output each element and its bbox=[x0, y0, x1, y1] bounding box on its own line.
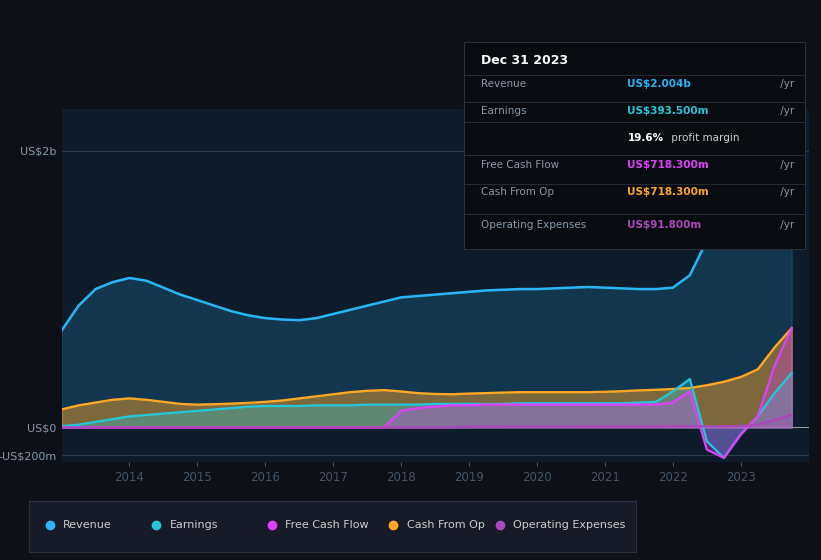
Text: Dec 31 2023: Dec 31 2023 bbox=[481, 54, 568, 67]
Text: US$718.300m: US$718.300m bbox=[627, 160, 709, 170]
Text: /yr: /yr bbox=[777, 220, 795, 230]
Text: /yr: /yr bbox=[777, 106, 795, 116]
Text: 19.6%: 19.6% bbox=[627, 133, 663, 143]
Text: /yr: /yr bbox=[777, 187, 795, 197]
Text: US$718.300m: US$718.300m bbox=[627, 187, 709, 197]
Text: Free Cash Flow: Free Cash Flow bbox=[481, 160, 559, 170]
Text: profit margin: profit margin bbox=[668, 133, 740, 143]
Text: /yr: /yr bbox=[777, 160, 795, 170]
Text: Operating Expenses: Operating Expenses bbox=[513, 520, 626, 530]
Text: Free Cash Flow: Free Cash Flow bbox=[285, 520, 369, 530]
Text: /yr: /yr bbox=[777, 80, 795, 89]
Text: US$91.800m: US$91.800m bbox=[627, 220, 702, 230]
Text: Cash From Op: Cash From Op bbox=[406, 520, 484, 530]
Text: Operating Expenses: Operating Expenses bbox=[481, 220, 586, 230]
Text: US$2.004b: US$2.004b bbox=[627, 80, 691, 89]
Text: Cash From Op: Cash From Op bbox=[481, 187, 554, 197]
Text: Earnings: Earnings bbox=[170, 520, 218, 530]
Text: Revenue: Revenue bbox=[481, 80, 526, 89]
Text: Revenue: Revenue bbox=[63, 520, 112, 530]
Text: US$393.500m: US$393.500m bbox=[627, 106, 709, 116]
Text: Earnings: Earnings bbox=[481, 106, 526, 116]
